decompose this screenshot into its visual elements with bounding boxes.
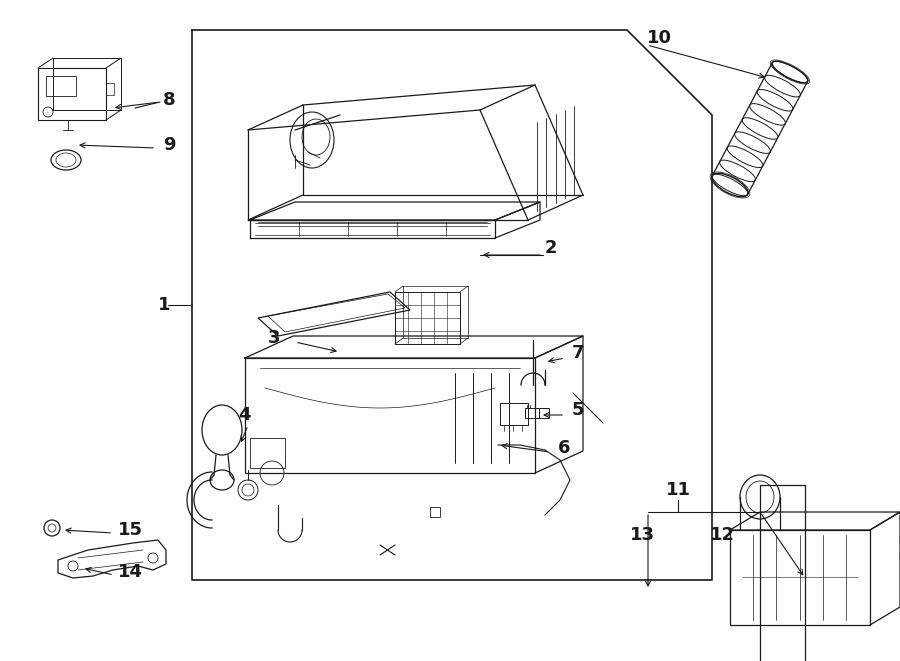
Text: 4: 4: [238, 406, 250, 424]
Bar: [525, 408, 539, 418]
Bar: [539, 408, 549, 418]
Bar: [46, 76, 76, 96]
Text: 2: 2: [545, 239, 557, 257]
Text: 15: 15: [118, 521, 143, 539]
Text: 1: 1: [158, 296, 170, 314]
Text: 6: 6: [558, 439, 571, 457]
Text: 9: 9: [163, 136, 176, 154]
Text: 7: 7: [572, 344, 584, 362]
Text: 14: 14: [118, 563, 143, 581]
Bar: [106, 83, 114, 95]
Bar: [430, 507, 440, 517]
Text: 12: 12: [710, 526, 735, 544]
Bar: [250, 438, 285, 468]
Bar: [395, 292, 460, 344]
Bar: [38, 68, 106, 120]
Text: 8: 8: [163, 91, 176, 109]
Text: 11: 11: [665, 481, 690, 499]
Bar: [500, 403, 528, 425]
Text: 13: 13: [630, 526, 655, 544]
Text: 3: 3: [268, 329, 281, 347]
Text: 10: 10: [647, 29, 672, 47]
Text: 5: 5: [572, 401, 584, 419]
